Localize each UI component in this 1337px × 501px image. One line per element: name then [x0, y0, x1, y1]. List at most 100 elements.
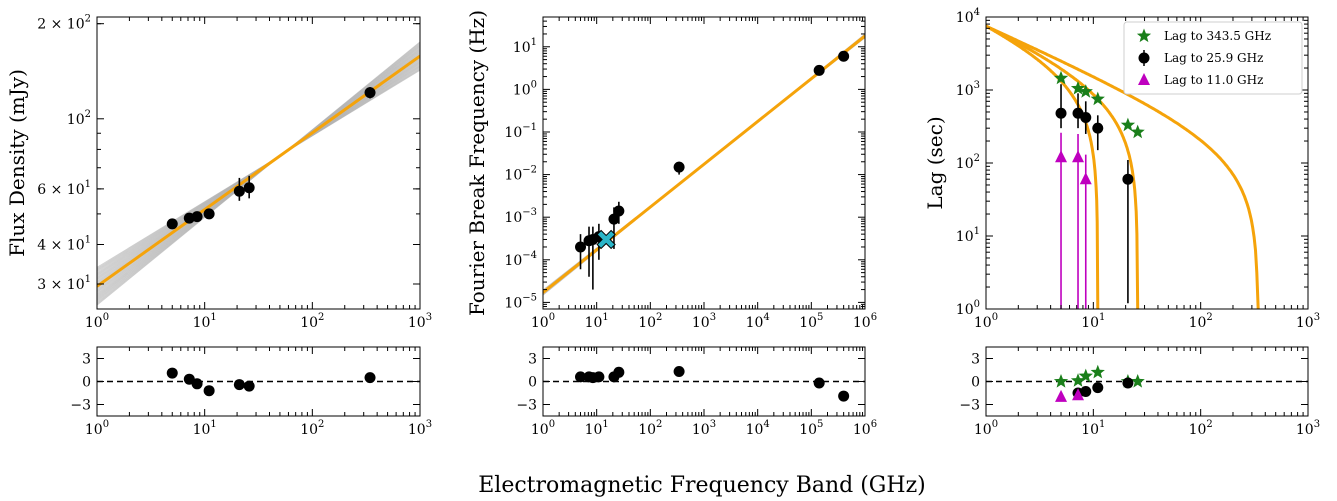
break-residual-point: [613, 366, 625, 378]
lag-point: [1130, 124, 1145, 139]
break-residual-xtick-label: 100: [531, 419, 555, 438]
legend-marker: [1136, 28, 1152, 43]
flux-xtick-label: 101: [193, 312, 217, 331]
flux-point: [191, 211, 203, 223]
break-ylabel: Fourier Break Frequency (Hz): [465, 10, 489, 316]
legend-label: Lag to 11.0 GHz: [1164, 73, 1263, 87]
lag-point: [1078, 84, 1093, 98]
flux-residual-xtick-label: 103: [408, 419, 432, 438]
flux-ytick-label: 102: [67, 109, 91, 128]
lag-point: [1055, 150, 1068, 163]
figure-xlabel: Electromagnetic Frequency Band (GHz): [478, 473, 926, 497]
lag-residual-ytick-label: 3: [971, 352, 980, 368]
lag-xtick-label: 100: [974, 312, 998, 331]
legend-marker: [1138, 52, 1150, 64]
break-ytick-label: 10−5: [504, 292, 537, 311]
break-frequency-panel: 100 101 102 103 104 105 106 10−5 10−4 10−3 10−2 10−…: [465, 10, 877, 438]
flux-residual-point: [203, 385, 215, 397]
flux-residual-xtick-label: 101: [193, 419, 217, 438]
lag-point: [1090, 91, 1105, 106]
lag-point: [1053, 70, 1069, 85]
break-residual-ytick-label: −3: [516, 398, 537, 414]
lag-ytick-label: 103: [956, 80, 980, 99]
flux-point: [233, 185, 245, 197]
flux-residual-point: [243, 380, 255, 392]
break-residual-xtick-label: 101: [585, 419, 609, 438]
flux-point: [166, 218, 178, 230]
flux-point: [203, 208, 215, 220]
lag-point: [1070, 81, 1086, 95]
break-point: [613, 205, 625, 217]
legend-frame: [1123, 21, 1303, 95]
flux-ylabel: Flux Density (mJy): [5, 69, 29, 257]
break-residual-xtick-label: 102: [638, 419, 662, 438]
break-ytick-label: 10−4: [504, 250, 537, 269]
break-ytick-label: 10−3: [504, 207, 537, 226]
lag-point: [1072, 150, 1085, 163]
break-xtick-label: 106: [853, 312, 877, 331]
flux-ytick-label: 4 × 101: [37, 235, 91, 254]
lag-ytick-label: 104: [956, 7, 980, 26]
break-point: [596, 229, 616, 250]
flux-residual-xtick-label: 102: [300, 419, 324, 438]
break-residual-point: [575, 371, 587, 383]
flux-ytick-label: 3 × 101: [37, 274, 91, 293]
legend-label: Lag to 25.9 GHz: [1164, 51, 1263, 65]
lag-point: [1055, 107, 1067, 119]
break-residual-ytick-label: 0: [528, 375, 537, 391]
lag-plot-area: [986, 24, 1260, 309]
flux-residual-xtick-label: 100: [85, 419, 109, 438]
break-plot-area: [543, 33, 865, 296]
lag-residual-point: [1080, 385, 1092, 397]
break-residual-xtick-label: 103: [692, 419, 716, 438]
lag-residual-point: [1130, 374, 1145, 388]
flux-ytick-label: 2 × 102: [37, 14, 91, 33]
lag-model-curve: [986, 24, 1260, 309]
lag-point: [1120, 117, 1136, 132]
legend-marker: [1138, 73, 1150, 85]
lag-model-curve: [986, 24, 1140, 309]
lag-ytick-label: 102: [956, 153, 980, 172]
break-residual-xtick-label: 104: [746, 419, 770, 438]
legend-label: Lag to 343.5 GHz: [1164, 29, 1271, 43]
lag-residual-point: [1055, 389, 1068, 402]
flux-residual-ytick-label: 3: [82, 352, 91, 368]
flux-xtick-label: 103: [408, 312, 432, 331]
break-residual-point: [838, 390, 850, 402]
break-point: [673, 161, 685, 173]
break-xtick-label: 101: [585, 312, 609, 331]
lag-residual-point: [1090, 364, 1105, 379]
lag-ytick-label: 100: [956, 299, 980, 318]
flux-plot-area: [97, 41, 420, 306]
flux-xtick-label: 100: [85, 312, 109, 331]
lag-model-curve: [986, 24, 1100, 309]
lag-residual-point: [1072, 388, 1085, 401]
break-point: [838, 50, 850, 62]
flux-point: [243, 182, 255, 194]
lag-residual-point: [1078, 368, 1093, 383]
break-model-line: [543, 34, 865, 294]
flux-model-sample: [97, 69, 420, 268]
break-ytick-label: 101: [513, 37, 537, 56]
lag-xtick-label: 102: [1189, 312, 1213, 331]
lag-residual-xtick-label: 100: [974, 419, 998, 438]
flux-point: [364, 87, 376, 99]
break-xtick-label: 104: [746, 312, 770, 331]
break-residual-xtick-label: 105: [799, 419, 823, 438]
lag-residual-xtick-label: 101: [1081, 419, 1105, 438]
flux-residual-point: [233, 379, 245, 391]
break-point: [608, 213, 620, 225]
lag-residual-xtick-label: 102: [1189, 419, 1213, 438]
lag-residual-ytick-label: 0: [971, 375, 980, 391]
flux-ytick-label: 6 × 101: [37, 179, 91, 198]
lag-point: [1092, 122, 1104, 134]
break-residual-ytick-label: 3: [528, 352, 537, 368]
break-xtick-label: 105: [799, 312, 823, 331]
lag-point: [1079, 172, 1092, 185]
break-ytick-label: 10−2: [504, 165, 537, 184]
lag-point: [1122, 173, 1134, 185]
break-residual-point: [593, 371, 605, 383]
flux-frame: [96, 16, 421, 310]
flux-residual-point: [364, 372, 376, 384]
